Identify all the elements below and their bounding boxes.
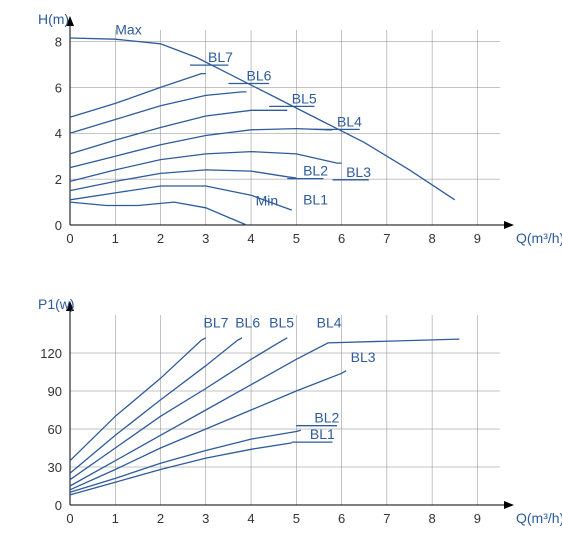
curve-bl1 [70,443,292,495]
curve-bl4 [70,129,333,168]
x-tick-label: 6 [338,231,345,246]
series-label-bl3: BL3 [351,349,376,365]
y-tick-label: 4 [55,126,62,141]
series-label-bl1: BL1 [303,191,328,207]
series-label-bl7: BL7 [204,315,229,331]
series-label-bl5: BL5 [269,315,294,331]
x-axis-arrow [504,501,514,509]
x-tick-label: 2 [157,511,164,526]
y-tick-label: 0 [55,498,62,513]
x-tick-label: 9 [474,231,481,246]
x-tick-label: 1 [112,231,119,246]
curve-bl6 [70,338,242,474]
pump-curves-figure: 012345678902468H(m)Q(m³/h)MaxBL7BL6BL5BL… [0,0,562,557]
y-tick-label: 120 [40,346,62,361]
curve-max [70,38,455,200]
series-label-min: Min [256,193,279,209]
y-tick-label: 8 [55,34,62,49]
curve-bl5 [70,110,287,154]
x-tick-label: 9 [474,511,481,526]
x-tick-label: 5 [293,231,300,246]
x-tick-label: 8 [428,511,435,526]
x-tick-label: 6 [338,511,345,526]
series-label-bl6: BL6 [235,315,260,331]
x-tick-label: 0 [66,231,73,246]
x-tick-label: 1 [112,511,119,526]
x-tick-label: 4 [247,231,254,246]
x-axis-label: Q(m³/h) [516,510,562,526]
curve-bl7 [70,74,206,118]
curve-bl2 [70,430,301,492]
x-tick-label: 4 [247,511,254,526]
series-label-bl7: BL7 [208,49,233,65]
series-label-bl3: BL3 [346,164,371,180]
curve-bl3 [70,371,346,490]
x-tick-label: 3 [202,511,209,526]
series-label-bl1: BL1 [310,426,335,442]
y-axis-label: P1(w) [38,296,75,312]
curve-bl7 [70,338,206,461]
y-tick-label: 60 [48,422,62,437]
y-tick-label: 2 [55,172,62,187]
series-label-bl5: BL5 [292,90,317,106]
y-tick-label: 6 [55,80,62,95]
curve-min [70,202,247,225]
series-label-bl4: BL4 [317,315,342,331]
series-label-max: Max [115,22,141,38]
x-axis-arrow [504,221,514,229]
series-label-bl2: BL2 [314,410,339,426]
x-tick-label: 7 [383,511,390,526]
x-tick-label: 7 [383,231,390,246]
y-tick-label: 90 [48,384,62,399]
y-tick-label: 0 [55,218,62,233]
x-tick-label: 3 [202,231,209,246]
series-label-bl2: BL2 [303,163,328,179]
x-tick-label: 2 [157,231,164,246]
y-tick-label: 30 [48,460,62,475]
x-axis-label: Q(m³/h) [516,230,562,246]
series-label-bl4: BL4 [337,113,362,129]
series-label-bl6: BL6 [247,67,272,83]
x-tick-label: 0 [66,511,73,526]
x-tick-label: 8 [428,231,435,246]
x-tick-label: 5 [293,511,300,526]
curve-bl6 [70,92,247,133]
y-axis-label: H(m) [38,11,69,27]
